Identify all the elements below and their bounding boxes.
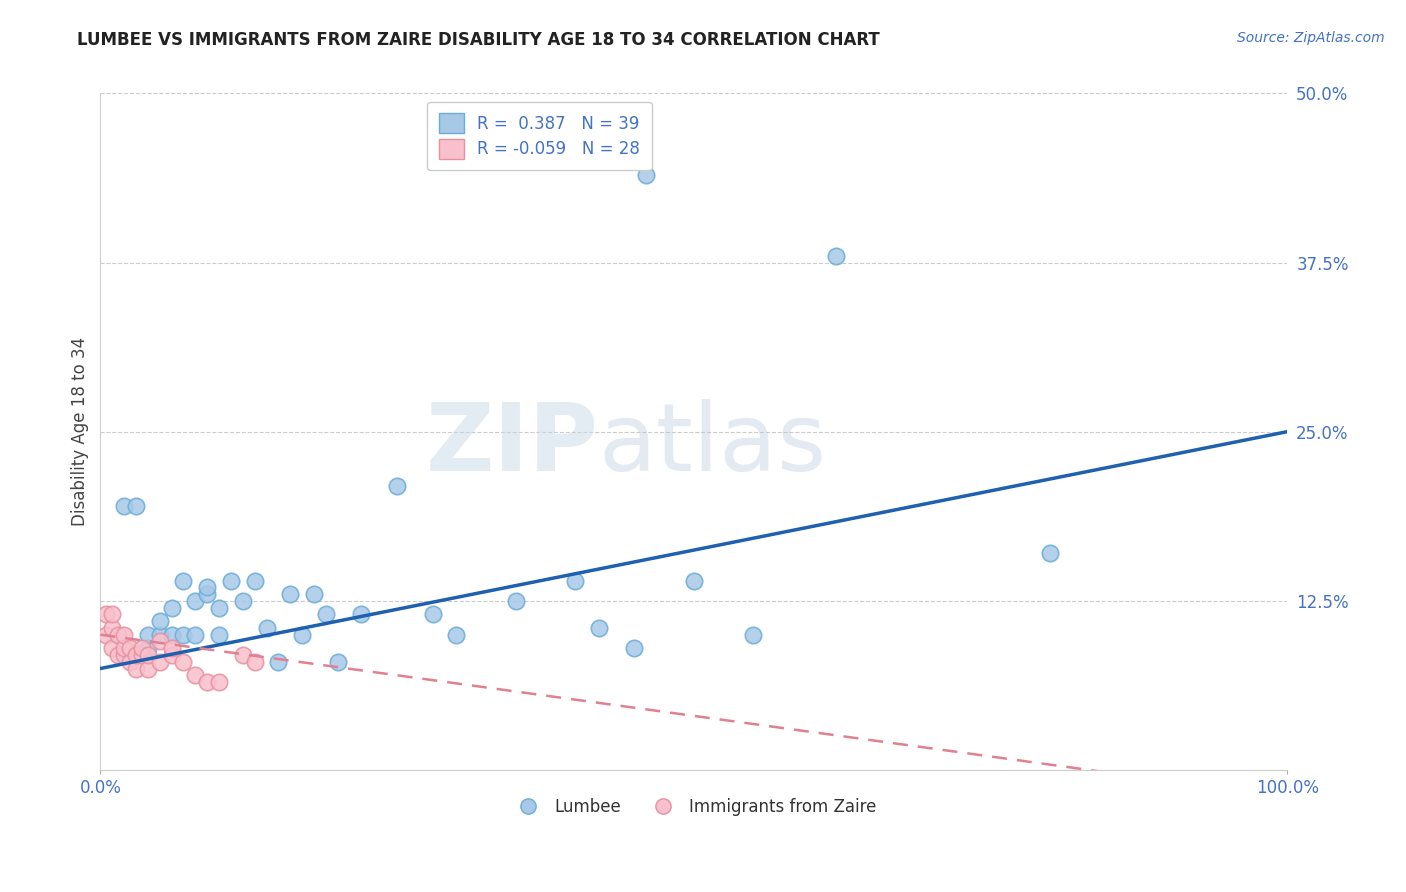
Point <box>267 655 290 669</box>
Point <box>101 641 124 656</box>
Point <box>160 648 183 662</box>
Point <box>107 628 129 642</box>
Point <box>184 668 207 682</box>
Point <box>446 628 468 642</box>
Y-axis label: Disability Age 18 to 34: Disability Age 18 to 34 <box>72 337 89 526</box>
Point <box>742 628 765 642</box>
Point <box>232 648 254 662</box>
Point <box>195 675 218 690</box>
Point <box>125 499 148 513</box>
Point <box>112 628 135 642</box>
Point <box>564 574 586 588</box>
Point <box>160 641 183 656</box>
Point <box>107 648 129 662</box>
Text: Source: ZipAtlas.com: Source: ZipAtlas.com <box>1237 31 1385 45</box>
Point <box>149 614 172 628</box>
Text: atlas: atlas <box>599 400 827 491</box>
Point <box>350 607 373 622</box>
Point <box>588 621 610 635</box>
Point <box>125 648 148 662</box>
Point <box>385 479 408 493</box>
Point <box>243 655 266 669</box>
Point <box>96 628 118 642</box>
Point <box>256 621 278 635</box>
Point <box>96 607 118 622</box>
Point <box>1039 546 1062 560</box>
Point <box>825 249 848 263</box>
Point <box>315 607 337 622</box>
Point <box>636 168 658 182</box>
Point <box>302 587 325 601</box>
Point <box>118 655 141 669</box>
Point <box>326 655 349 669</box>
Point <box>136 661 159 675</box>
Point <box>422 607 444 622</box>
Point <box>136 628 159 642</box>
Point <box>149 628 172 642</box>
Point <box>160 600 183 615</box>
Point <box>101 621 124 635</box>
Point <box>172 628 194 642</box>
Text: LUMBEE VS IMMIGRANTS FROM ZAIRE DISABILITY AGE 18 TO 34 CORRELATION CHART: LUMBEE VS IMMIGRANTS FROM ZAIRE DISABILI… <box>77 31 880 49</box>
Point <box>118 641 141 656</box>
Point <box>243 574 266 588</box>
Point <box>131 648 153 662</box>
Point <box>208 628 231 642</box>
Point <box>195 580 218 594</box>
Point <box>136 641 159 656</box>
Point <box>278 587 301 601</box>
Point <box>131 641 153 656</box>
Point <box>112 641 135 656</box>
Point <box>184 628 207 642</box>
Point <box>195 587 218 601</box>
Point <box>682 574 704 588</box>
Point <box>112 648 135 662</box>
Point <box>172 574 194 588</box>
Point <box>112 499 135 513</box>
Point <box>136 648 159 662</box>
Point <box>623 641 645 656</box>
Point <box>160 628 183 642</box>
Point <box>505 594 527 608</box>
Point <box>149 655 172 669</box>
Point <box>149 634 172 648</box>
Legend: Lumbee, Immigrants from Zaire: Lumbee, Immigrants from Zaire <box>505 791 883 822</box>
Point <box>172 655 194 669</box>
Point <box>208 675 231 690</box>
Point <box>232 594 254 608</box>
Point <box>101 607 124 622</box>
Point <box>184 594 207 608</box>
Point <box>291 628 314 642</box>
Point <box>208 600 231 615</box>
Point <box>125 661 148 675</box>
Text: ZIP: ZIP <box>426 400 599 491</box>
Point <box>219 574 242 588</box>
